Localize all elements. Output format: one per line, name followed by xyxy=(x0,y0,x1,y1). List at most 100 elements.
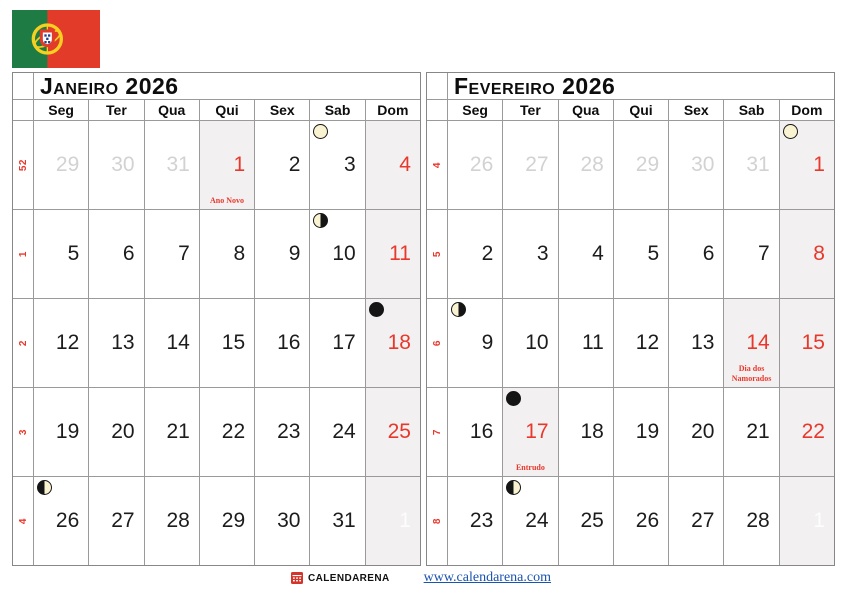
day-number: 28 xyxy=(580,153,604,176)
day-cell: 12 xyxy=(34,299,89,387)
day-number: 31 xyxy=(746,153,770,176)
holiday-label: Ano Novo xyxy=(209,196,244,205)
day-number: 21 xyxy=(746,420,770,443)
day-cell: 1 xyxy=(779,477,834,565)
day-cell: 17 Entrudo xyxy=(503,388,558,476)
day-cell: 7 xyxy=(724,210,779,298)
week-number: 4 xyxy=(427,121,447,209)
day-number: 14 xyxy=(746,331,770,354)
day-number: 12 xyxy=(55,331,80,354)
day-cell: 10 xyxy=(503,299,558,387)
day-number: 26 xyxy=(55,509,80,532)
week-number-label: 8 xyxy=(431,517,443,525)
day-cell: 21 xyxy=(144,388,199,476)
day-number: 10 xyxy=(332,242,356,265)
day-cell: 25 xyxy=(558,477,613,565)
day-cell: 13 xyxy=(89,299,144,387)
full-moon-icon xyxy=(313,124,329,139)
corner-cell xyxy=(427,73,447,99)
day-cell: 9 xyxy=(255,210,310,298)
week-number-label: 3 xyxy=(17,428,29,436)
week-number-label: 52 xyxy=(17,158,29,172)
day-number: 2 xyxy=(288,153,301,176)
month-grid: Fevereiro 2026 Seg Ter Qua Qui Sex Sab Dom 4 26 27… xyxy=(426,72,835,566)
first-quarter-moon-icon xyxy=(506,480,522,495)
day-cell: 27 xyxy=(89,477,144,565)
months-container: Janeiro 2026 Seg Ter Qua Qui Sex Sab Dom 52 29 30 3… xyxy=(12,72,835,566)
day-number: 26 xyxy=(635,509,660,532)
day-header-sab: Sab xyxy=(724,100,779,120)
day-cell: 3 xyxy=(503,210,558,298)
brand-name: CALENDARENA xyxy=(308,572,390,584)
corner-cell xyxy=(13,100,33,120)
day-number: 9 xyxy=(288,242,301,265)
day-number: 6 xyxy=(702,242,715,265)
day-cell: 18 xyxy=(365,299,420,387)
week-number: 6 xyxy=(427,299,447,387)
day-cell: 26 xyxy=(613,477,669,565)
day-number: 1 xyxy=(233,153,246,176)
day-cell: 31 xyxy=(724,121,779,209)
day-cell: 11 xyxy=(558,299,613,387)
day-cell: 30 xyxy=(669,121,724,209)
day-number: 4 xyxy=(399,153,411,176)
week-number-label: 5 xyxy=(431,250,443,258)
day-cell: 28 xyxy=(558,121,613,209)
day-number: 28 xyxy=(746,509,770,532)
day-number: 30 xyxy=(277,509,301,532)
day-cell: 15 xyxy=(199,299,255,387)
week-number-label: 4 xyxy=(431,161,443,169)
week-number-label: 1 xyxy=(17,250,29,258)
day-cell: 18 xyxy=(558,388,613,476)
day-number: 18 xyxy=(387,331,411,354)
day-number: 17 xyxy=(525,420,549,443)
day-cell: 23 xyxy=(255,388,310,476)
day-number: 19 xyxy=(55,420,80,443)
day-number: 25 xyxy=(387,420,411,443)
day-cell: 20 xyxy=(669,388,724,476)
day-number: 24 xyxy=(332,420,356,443)
month-janeiro-2026: Janeiro 2026 Seg Ter Qua Qui Sex Sab Dom 52 29 30 3… xyxy=(12,72,421,566)
new-moon-icon xyxy=(506,391,522,406)
week-number: 3 xyxy=(13,388,33,476)
day-header-sex: Sex xyxy=(669,100,724,120)
day-cell: 12 xyxy=(613,299,669,387)
day-header-qua: Qua xyxy=(558,100,613,120)
day-number: 11 xyxy=(582,331,604,354)
day-header-sab: Sab xyxy=(310,100,365,120)
day-header-ter: Ter xyxy=(503,100,558,120)
last-quarter-moon-icon xyxy=(313,213,329,228)
day-number: 8 xyxy=(813,242,825,265)
day-cell: 2 xyxy=(448,210,503,298)
day-cell: 8 xyxy=(779,210,834,298)
day-cell: 11 xyxy=(365,210,420,298)
day-cell: 28 xyxy=(724,477,779,565)
day-cell: 27 xyxy=(503,121,558,209)
day-number: 2 xyxy=(481,242,494,265)
day-number: 7 xyxy=(758,242,770,265)
day-cell: 14 xyxy=(144,299,199,387)
day-number: 10 xyxy=(525,331,549,354)
day-cell: 16 xyxy=(448,388,503,476)
day-cell: 8 xyxy=(199,210,255,298)
website-link[interactable]: www.calendarena.com xyxy=(423,570,551,585)
day-cell: 16 xyxy=(255,299,310,387)
day-cell: 30 xyxy=(89,121,144,209)
day-number: 9 xyxy=(481,331,494,354)
calendarena-brand: CALENDARENA xyxy=(291,572,390,584)
day-header-sex: Sex xyxy=(255,100,310,120)
day-number: 29 xyxy=(221,509,246,532)
day-header-qui: Qui xyxy=(199,100,255,120)
day-cell: 19 xyxy=(34,388,89,476)
day-cell: 10 xyxy=(310,210,365,298)
day-cell: 24 xyxy=(503,477,558,565)
day-cell: 20 xyxy=(89,388,144,476)
week-number: 7 xyxy=(427,388,447,476)
day-number: 27 xyxy=(691,509,715,532)
day-number: 3 xyxy=(344,153,356,176)
day-cell: 29 xyxy=(34,121,89,209)
day-number: 1 xyxy=(399,509,411,532)
day-cell: 1 xyxy=(365,477,420,565)
day-number: 5 xyxy=(647,242,660,265)
